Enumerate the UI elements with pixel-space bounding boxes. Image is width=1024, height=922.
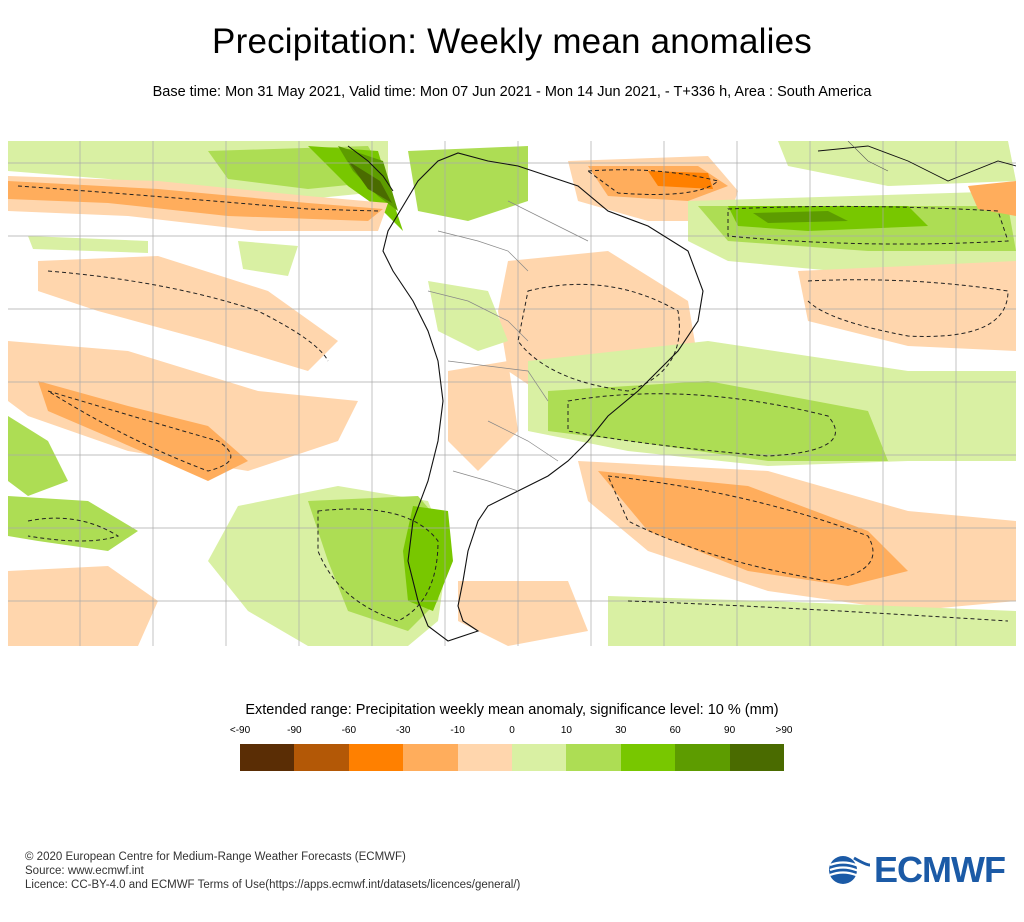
wet-region: [8, 416, 68, 496]
country-borders: [427, 200, 589, 492]
significance-contours: [17, 169, 1009, 622]
wet-region: [428, 281, 508, 351]
wet-region: [778, 141, 1016, 186]
wet-region: [403, 506, 453, 611]
legend-tick-label: -60: [341, 725, 357, 736]
dry-region: [448, 361, 518, 471]
legend-tick-label: -10: [450, 725, 465, 736]
source-text: Source: www.ecmwf.int: [25, 865, 144, 877]
wet-region: [408, 146, 528, 221]
legend-swatch: [294, 744, 349, 771]
legend-tick-label: -90: [287, 725, 302, 736]
legend-swatch: [675, 744, 730, 771]
dry-region: [8, 566, 158, 646]
dry-region: [598, 471, 908, 586]
legend-tick-label: 90: [724, 725, 736, 736]
legend-swatch: [457, 744, 513, 771]
dry-region: [8, 181, 383, 221]
legend-tick-label: -30: [395, 725, 411, 736]
legend-tick-label: >90: [775, 725, 793, 736]
wet-region: [238, 241, 298, 276]
wet-region: [348, 161, 392, 203]
dry-region: [38, 381, 248, 481]
copyright-text: © 2020 European Centre for Medium-Range …: [25, 851, 406, 863]
dry-region: [38, 256, 338, 371]
legend-color-bar: [240, 744, 785, 771]
wet-region: [608, 596, 1016, 646]
legend-title: Extended range: Precipitation weekly mea…: [245, 702, 779, 718]
licence-text: Licence: CC-BY-4.0 and ECMWF Terms of Us…: [25, 879, 521, 891]
dry-region: [798, 261, 1016, 351]
coastline: [347, 141, 1016, 642]
legend-swatch: [348, 744, 404, 771]
map-canvas: [8, 141, 1016, 646]
subtitle: Base time: Mon 31 May 2021, Valid time: …: [152, 84, 872, 100]
legend-tick-label: <-90: [229, 725, 251, 736]
wet-region: [28, 236, 148, 253]
ecmwf-logo-icon: [829, 856, 870, 884]
precipitation-anomaly-map[interactable]: [8, 141, 1016, 646]
legend-tick-label: 0: [509, 725, 515, 736]
legend-swatch: [620, 744, 676, 771]
wet-region: [8, 496, 138, 551]
ecmwf-logo-text: ECMWF: [874, 849, 1006, 890]
wet-region: [753, 211, 848, 223]
legend-tick-label: 10: [560, 725, 572, 736]
ecmwf-logo[interactable]: ECMWF: [828, 849, 1006, 890]
legend-tick-label: 60: [669, 725, 681, 736]
legend-tick-label: 30: [615, 725, 627, 736]
anomaly-regions: [8, 141, 1016, 646]
footer: © 2020 European Centre for Medium-Range …: [25, 850, 520, 892]
dry-region: [8, 341, 358, 471]
dry-region: [458, 581, 588, 646]
legend-swatch: [729, 744, 785, 771]
legend-swatch: [403, 744, 458, 771]
dry-region: [968, 181, 1016, 216]
legend-swatch: [512, 744, 567, 771]
legend-ticks: <-90 -90 -60 -30 -10 0 10 30 60 90 >90: [230, 725, 793, 739]
legend-swatch: [566, 744, 621, 771]
page-title: Precipitation: Weekly mean anomalies: [212, 22, 812, 61]
legend-swatch: [240, 744, 295, 771]
